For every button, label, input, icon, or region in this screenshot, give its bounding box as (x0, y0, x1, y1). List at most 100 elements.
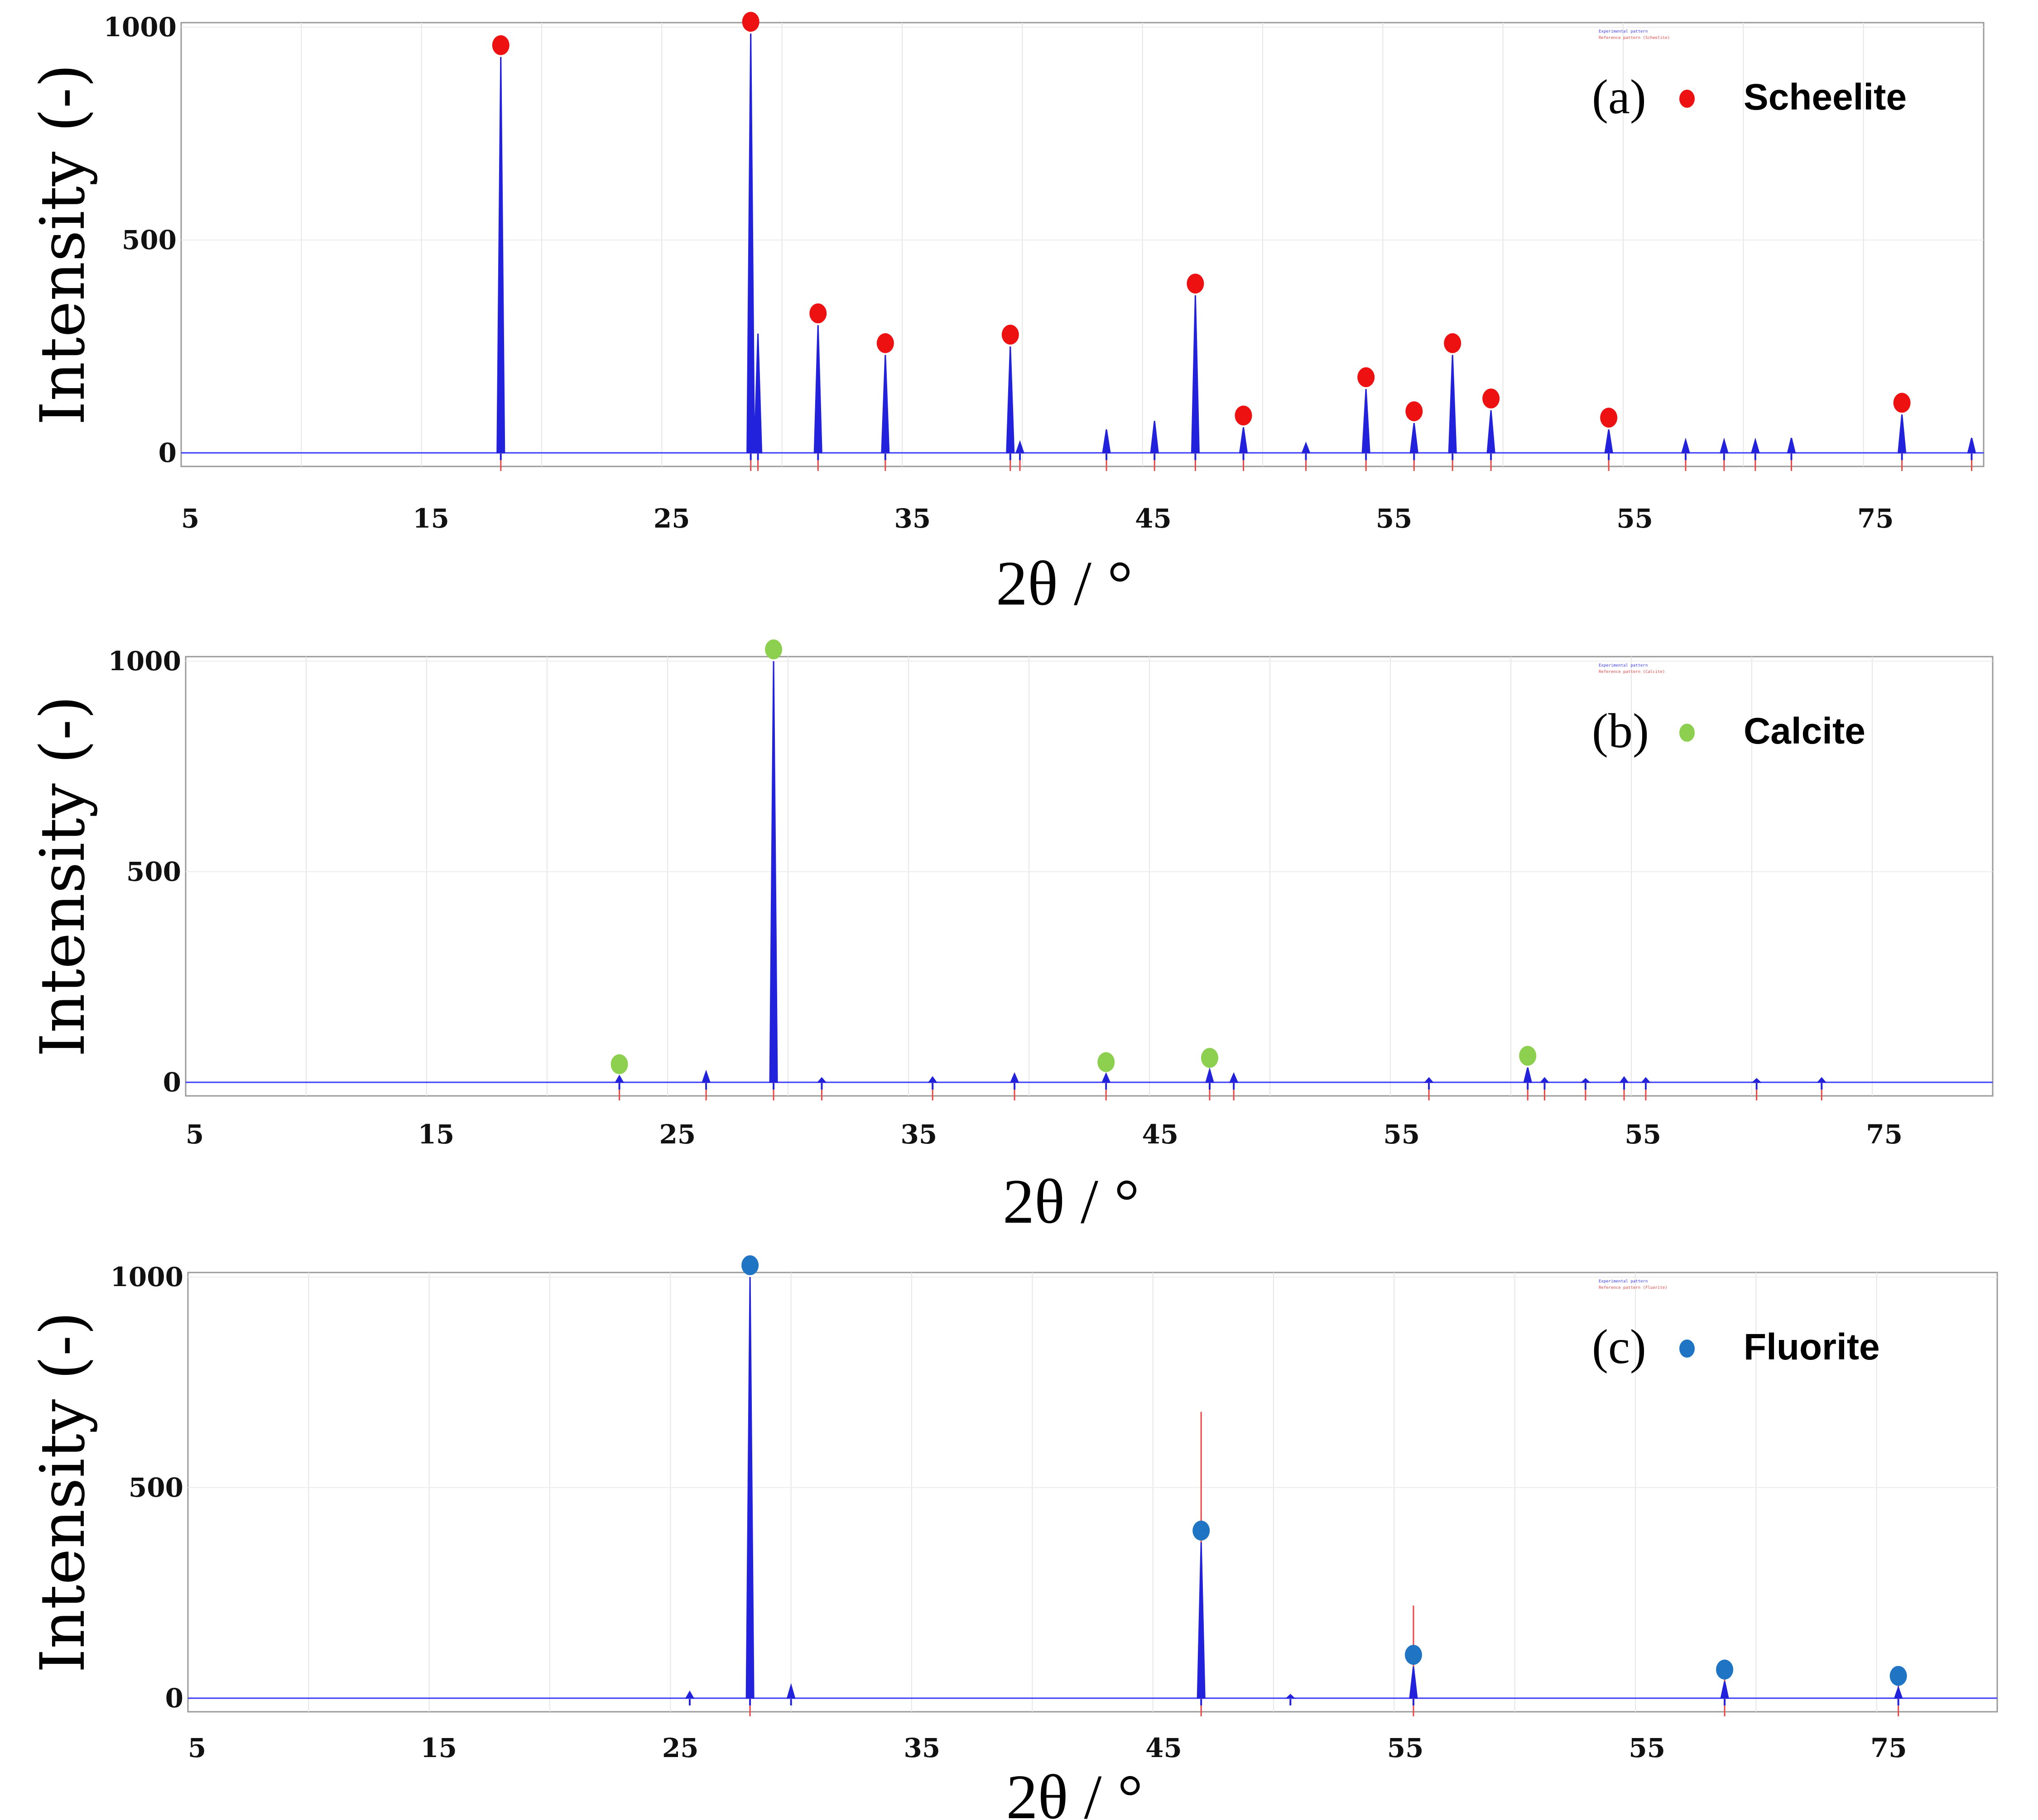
legend-marker (1679, 1340, 1695, 1358)
phase-marker (492, 35, 510, 55)
pattern-peak (1750, 437, 1760, 454)
corner-legend-entry: Reference pattern (Scheelite) (1599, 36, 1670, 40)
corner-legend-entry: Experimental pattern (1599, 29, 1648, 34)
phase-marker (1192, 1520, 1210, 1541)
pattern-peak (1539, 1077, 1550, 1083)
phase-marker (1893, 393, 1911, 413)
pattern-peak (496, 57, 505, 454)
x-axis-title: 2θ / ° (996, 548, 1133, 619)
pattern-peak (1285, 1694, 1296, 1699)
phase-marker (742, 12, 759, 32)
pattern-peak (1640, 1077, 1651, 1083)
pattern-peak (1197, 1542, 1206, 1699)
phase-marker (1405, 401, 1423, 422)
phase-marker (1235, 405, 1252, 426)
pattern-peak (754, 333, 763, 454)
pattern-peak (1967, 437, 1976, 454)
phase-marker (1097, 1052, 1115, 1072)
panel-fluorite: 0 500 1000 5 15 25 35 45 55 55 75 2θ / ° Intensity (… (27, 1255, 1998, 1820)
corner-legend-entry: Reference pattern (Calcite) (1599, 670, 1665, 674)
pattern-peak (1604, 429, 1613, 454)
pattern-peak (1486, 410, 1495, 454)
pattern-peak (745, 1277, 755, 1699)
corner-legend-entry: Reference pattern (Fluorite) (1599, 1286, 1668, 1290)
phase-marker (610, 1054, 628, 1075)
pattern-peak (1191, 295, 1200, 454)
pattern-peak (817, 1077, 827, 1083)
pattern-peak (615, 1075, 625, 1083)
x-axis-title: 2θ / ° (1006, 1762, 1143, 1820)
phase-marker (1444, 333, 1461, 353)
x-tick-label: 25 (654, 503, 690, 534)
phase-marker (1357, 367, 1375, 387)
pattern-peak (1101, 1072, 1111, 1083)
pattern-peak (1897, 414, 1907, 454)
x-tick-label: 5 (188, 1733, 206, 1763)
pattern-peak (1301, 442, 1311, 454)
legend-marker (1679, 90, 1695, 108)
phase-marker (809, 303, 827, 323)
x-tick-label: 25 (662, 1733, 699, 1763)
x-tick-label: 55 (1383, 1119, 1420, 1150)
plot-area (180, 22, 1985, 467)
x-tick-label: 15 (418, 1119, 455, 1150)
x-tick-label: 35 (894, 503, 931, 534)
phase-marker (1519, 1046, 1537, 1066)
pattern-peak (1009, 1072, 1019, 1083)
y-tick-label: 0 (165, 1683, 183, 1714)
y-tick-label: 500 (129, 1472, 183, 1503)
x-tick-label: 55 (1629, 1733, 1665, 1763)
panel-label: (b) (1592, 704, 1649, 758)
x-tick-label: 55 (1616, 503, 1653, 534)
x-tick-label: 15 (420, 1733, 457, 1763)
pattern-peak (1448, 355, 1457, 454)
phase-marker (1716, 1659, 1734, 1680)
phase-marker (1482, 389, 1500, 408)
x-tick-label: 25 (659, 1119, 696, 1150)
pattern-peak (1150, 421, 1159, 454)
x-tick-label: 45 (1135, 503, 1172, 534)
x-tick-label: 75 (1870, 1733, 1907, 1763)
pattern-peak (685, 1690, 695, 1699)
y-tick-label: 1000 (108, 646, 181, 677)
phase-marker (1001, 325, 1019, 345)
corner-legend-entry: Experimental pattern (1599, 663, 1648, 668)
y-tick-label: 500 (122, 225, 177, 255)
x-tick-label: 45 (1142, 1119, 1178, 1150)
legend-phase-name: Calcite (1744, 711, 1865, 752)
y-axis-title: Intensity (-) (27, 1311, 98, 1673)
phase-marker (765, 639, 783, 659)
x-tick-label: 5 (186, 1119, 204, 1150)
phase-marker (1404, 1645, 1422, 1665)
pattern-peak (1619, 1076, 1629, 1083)
pattern-peak (1720, 1681, 1729, 1699)
pattern-peak (746, 34, 755, 454)
pattern-peak (1523, 1067, 1533, 1083)
pattern-peak (1229, 1072, 1239, 1083)
phase-marker (1201, 1048, 1218, 1068)
pattern-peak (813, 325, 822, 454)
panel-scheelite: 0 500 1000 5 15 25 35 45 55 55 75 2θ / ° Intensity (… (27, 12, 1985, 619)
y-tick-label: 500 (126, 856, 181, 887)
pattern-peak (1102, 429, 1111, 454)
x-tick-label: 75 (1857, 503, 1894, 534)
phase-marker (1889, 1666, 1907, 1686)
pattern-peak (1205, 1067, 1214, 1083)
pattern-peak (1409, 1666, 1418, 1699)
phase-marker (876, 333, 894, 353)
pattern-peak (1894, 1686, 1903, 1699)
pattern-peak (1751, 1078, 1762, 1083)
phase-marker (1187, 274, 1204, 294)
pattern-peak (1239, 427, 1248, 454)
pattern-peak (1423, 1077, 1434, 1083)
pattern-peak (1787, 437, 1796, 454)
x-tick-label: 15 (413, 503, 449, 534)
y-tick-label: 0 (163, 1067, 181, 1098)
pattern-peak (1015, 440, 1025, 454)
y-tick-label: 0 (159, 437, 177, 468)
legend-marker (1679, 724, 1695, 742)
pattern-peak (1817, 1077, 1827, 1083)
phase-marker (1600, 408, 1618, 428)
pattern-peak (769, 661, 778, 1083)
